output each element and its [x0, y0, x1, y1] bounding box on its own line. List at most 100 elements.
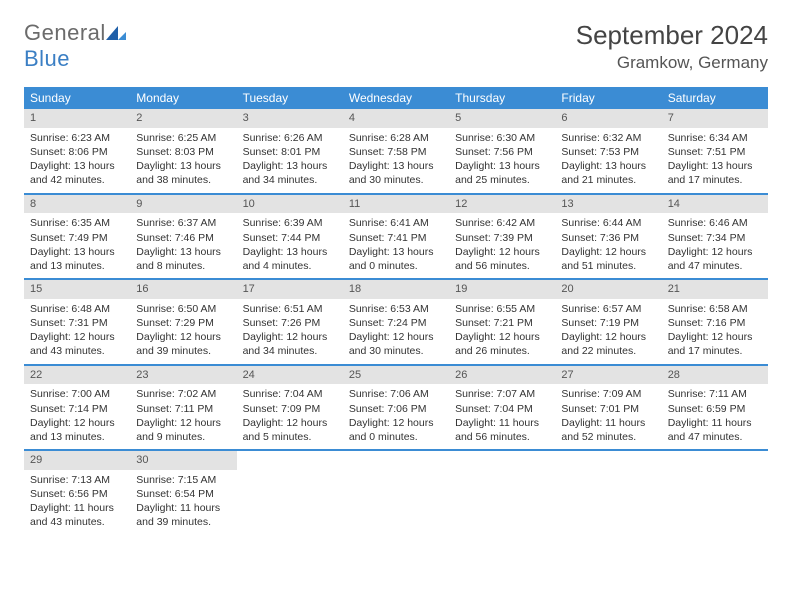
day-info: Sunrise: 6:32 AMSunset: 7:53 PMDaylight:…	[555, 128, 661, 193]
daylight-line: Daylight: 12 hours and 13 minutes.	[30, 416, 124, 444]
day-cell: ....	[237, 451, 343, 535]
location-label: Gramkow, Germany	[576, 53, 768, 73]
sunset-line: Sunset: 8:06 PM	[30, 145, 124, 159]
day-cell: 15Sunrise: 6:48 AMSunset: 7:31 PMDayligh…	[24, 280, 130, 364]
sunset-line: Sunset: 7:24 PM	[349, 316, 443, 330]
day-info: Sunrise: 6:37 AMSunset: 7:46 PMDaylight:…	[130, 213, 236, 278]
daylight-line: Daylight: 13 hours and 38 minutes.	[136, 159, 230, 187]
sunset-line: Sunset: 7:49 PM	[30, 231, 124, 245]
sunrise-line: Sunrise: 6:44 AM	[561, 216, 655, 230]
daylight-line: Daylight: 13 hours and 8 minutes.	[136, 245, 230, 273]
day-cell: 19Sunrise: 6:55 AMSunset: 7:21 PMDayligh…	[449, 280, 555, 364]
day-number: 14	[662, 195, 768, 214]
day-number: 22	[24, 366, 130, 385]
day-number: 18	[343, 280, 449, 299]
day-cell: 4Sunrise: 6:28 AMSunset: 7:58 PMDaylight…	[343, 109, 449, 193]
day-cell: 5Sunrise: 6:30 AMSunset: 7:56 PMDaylight…	[449, 109, 555, 193]
day-number: 2	[130, 109, 236, 128]
day-info: Sunrise: 6:25 AMSunset: 8:03 PMDaylight:…	[130, 128, 236, 193]
day-number: 15	[24, 280, 130, 299]
sunrise-line: Sunrise: 6:25 AM	[136, 131, 230, 145]
day-cell: 3 Sunrise: 6:26 AMSunset: 8:01 PMDaylight…	[237, 109, 343, 193]
daylight-line: Daylight: 11 hours and 47 minutes.	[668, 416, 762, 444]
day-info: Sunrise: 7:15 AMSunset: 6:54 PMDaylight:…	[130, 470, 236, 535]
sunrise-line: Sunrise: 6:57 AM	[561, 302, 655, 316]
day-info: Sunrise: 6:35 AMSunset: 7:49 PMDaylight:…	[24, 213, 130, 278]
daylight-line: Daylight: 13 hours and 0 minutes.	[349, 245, 443, 273]
sunrise-line: Sunrise: 6:32 AM	[561, 131, 655, 145]
sunrise-line: Sunrise: 6:48 AM	[30, 302, 124, 316]
sunrise-line: Sunrise: 6:42 AM	[455, 216, 549, 230]
sunset-line: Sunset: 8:01 PM	[243, 145, 337, 159]
sunset-line: Sunset: 7:53 PM	[561, 145, 655, 159]
sunset-line: Sunset: 7:29 PM	[136, 316, 230, 330]
dayname-friday: Friday	[555, 87, 661, 109]
day-info: Sunrise: 6:53 AMSunset: 7:24 PMDaylight:…	[343, 299, 449, 364]
day-cell: 9Sunrise: 6:37 AMSunset: 7:46 PMDaylight…	[130, 195, 236, 279]
day-number: 3	[237, 109, 343, 128]
daylight-line: Daylight: 13 hours and 4 minutes.	[243, 245, 337, 273]
daylight-line: Daylight: 13 hours and 13 minutes.	[30, 245, 124, 273]
day-cell: 21Sunrise: 6:58 AMSunset: 7:16 PMDayligh…	[662, 280, 768, 364]
sunset-line: Sunset: 6:56 PM	[30, 487, 124, 501]
sunrise-line: Sunrise: 7:06 AM	[349, 387, 443, 401]
daylight-line: Daylight: 12 hours and 56 minutes.	[455, 245, 549, 273]
sunrise-line: Sunrise: 7:11 AM	[668, 387, 762, 401]
day-info: Sunrise: 7:00 AMSunset: 7:14 PMDaylight:…	[24, 384, 130, 449]
day-cell: 25Sunrise: 7:06 AMSunset: 7:06 PMDayligh…	[343, 366, 449, 450]
daylight-line: Daylight: 13 hours and 34 minutes.	[243, 159, 337, 187]
day-number: 16	[130, 280, 236, 299]
day-info: Sunrise: 6:50 AMSunset: 7:29 PMDaylight:…	[130, 299, 236, 364]
day-info: Sunrise: 6:57 AMSunset: 7:19 PMDaylight:…	[555, 299, 661, 364]
brand-word-2: Blue	[24, 46, 70, 71]
day-cell: 2Sunrise: 6:25 AMSunset: 8:03 PMDaylight…	[130, 109, 236, 193]
daylight-line: Daylight: 12 hours and 22 minutes.	[561, 330, 655, 358]
day-info: Sunrise: 6:34 AMSunset: 7:51 PMDaylight:…	[662, 128, 768, 193]
sunrise-line: Sunrise: 6:51 AM	[243, 302, 337, 316]
week-row: 15 Sunrise: 6:48 AMSunset: 7:31 PM Dayligh…	[24, 280, 768, 366]
month-title: September 2024	[576, 20, 768, 51]
sunset-line: Sunset: 7:36 PM	[561, 231, 655, 245]
day-number: 21	[662, 280, 768, 299]
dayname-tuesday: Tuesday	[237, 87, 343, 109]
day-info: Sunrise: 6:28 AMSunset: 7:58 PMDaylight:…	[343, 128, 449, 193]
day-info: Sunrise: 6:23 AMSunset: 8:06 PMDaylight:…	[24, 128, 130, 193]
day-number: 1	[24, 109, 130, 128]
day-cell: ....	[555, 451, 661, 535]
dayname-wednesday: Wednesday	[343, 87, 449, 109]
sunrise-line: Sunrise: 6:30 AM	[455, 131, 549, 145]
day-number: 8	[24, 195, 130, 214]
day-number: 13	[555, 195, 661, 214]
sunset-line: Sunset: 7:34 PM	[668, 231, 762, 245]
sunset-line: Sunset: 7:31 PM	[30, 316, 124, 330]
week-row: 8Sunrise: 6:35 AMSunset: 7:49 PMDaylight…	[24, 195, 768, 281]
dayname-sunday: Sunday	[24, 87, 130, 109]
sunset-line: Sunset: 7:19 PM	[561, 316, 655, 330]
day-cell: 24Sunrise: 7:04 AMSunset: 7:09 PMDayligh…	[237, 366, 343, 450]
calendar: SundayMondayTuesdayWednesdayThursdayFrid…	[24, 87, 768, 535]
daylight-line: Daylight: 11 hours and 39 minutes.	[136, 501, 230, 529]
sunset-line: Sunset: 7:06 PM	[349, 402, 443, 416]
sunrise-line: Sunrise: 7:15 AM	[136, 473, 230, 487]
sunrise-line: Sunrise: 6:23 AM	[30, 131, 124, 145]
day-cell: 23Sunrise: 7:02 AMSunset: 7:11 PMDayligh…	[130, 366, 236, 450]
daylight-line: Daylight: 13 hours and 25 minutes.	[455, 159, 549, 187]
daylight-line: Daylight: 13 hours and 42 minutes.	[30, 159, 124, 187]
sunrise-line: Sunrise: 7:07 AM	[455, 387, 549, 401]
sunrise-line: Sunrise: 6:26 AM	[243, 131, 337, 145]
sunset-line: Sunset: 6:59 PM	[668, 402, 762, 416]
day-number: 19	[449, 280, 555, 299]
day-cell: 18Sunrise: 6:53 AMSunset: 7:24 PMDayligh…	[343, 280, 449, 364]
daylight-line: Daylight: 11 hours and 56 minutes.	[455, 416, 549, 444]
day-info: Sunrise: 6:42 AMSunset: 7:39 PMDaylight:…	[449, 213, 555, 278]
day-number: 24	[237, 366, 343, 385]
sunset-line: Sunset: 7:51 PM	[668, 145, 762, 159]
sunset-line: Sunset: 7:41 PM	[349, 231, 443, 245]
day-cell: ....	[449, 451, 555, 535]
sunset-line: Sunset: 6:54 PM	[136, 487, 230, 501]
sunrise-line: Sunrise: 6:39 AM	[243, 216, 337, 230]
day-number: 12	[449, 195, 555, 214]
day-number: 11	[343, 195, 449, 214]
day-cell: 6Sunrise: 6:32 AMSunset: 7:53 PMDaylight…	[555, 109, 661, 193]
day-cell: 27Sunrise: 7:09 AMSunset: 7:01 PMDayligh…	[555, 366, 661, 450]
